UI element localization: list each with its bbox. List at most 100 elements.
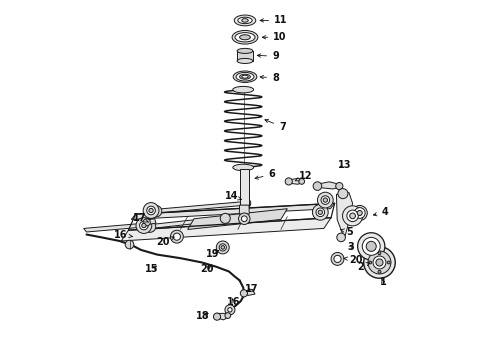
Circle shape — [285, 178, 293, 185]
Circle shape — [347, 210, 358, 222]
Polygon shape — [214, 314, 229, 320]
Circle shape — [173, 233, 180, 240]
Circle shape — [336, 183, 343, 190]
Circle shape — [225, 313, 231, 319]
Ellipse shape — [354, 208, 365, 219]
Ellipse shape — [238, 17, 252, 24]
Polygon shape — [147, 219, 156, 225]
Circle shape — [364, 247, 395, 278]
Circle shape — [318, 192, 333, 208]
Polygon shape — [131, 203, 335, 220]
Circle shape — [321, 196, 330, 204]
Circle shape — [388, 261, 390, 264]
Text: 16: 16 — [114, 230, 133, 239]
Ellipse shape — [357, 211, 362, 216]
Ellipse shape — [236, 72, 254, 81]
Circle shape — [338, 189, 348, 199]
Circle shape — [147, 206, 155, 215]
Circle shape — [318, 210, 322, 215]
Text: 18: 18 — [196, 311, 210, 321]
Circle shape — [219, 244, 226, 251]
Circle shape — [143, 219, 150, 226]
Text: 11: 11 — [260, 15, 288, 26]
Circle shape — [313, 182, 322, 190]
Text: 8: 8 — [260, 73, 279, 83]
Circle shape — [323, 198, 327, 202]
Ellipse shape — [232, 31, 258, 44]
Circle shape — [366, 241, 376, 251]
Ellipse shape — [235, 33, 255, 42]
Bar — [237, 51, 253, 61]
Circle shape — [144, 221, 156, 232]
Bar — [240, 169, 249, 205]
Ellipse shape — [240, 35, 250, 40]
Circle shape — [368, 261, 371, 264]
Circle shape — [337, 233, 345, 242]
Polygon shape — [337, 193, 353, 237]
Circle shape — [362, 237, 380, 255]
Circle shape — [316, 208, 324, 217]
Polygon shape — [84, 223, 149, 232]
Text: 5: 5 — [341, 227, 353, 237]
Ellipse shape — [242, 19, 248, 22]
Text: 20: 20 — [156, 237, 174, 247]
Text: 19: 19 — [206, 248, 220, 258]
Ellipse shape — [233, 86, 254, 93]
Circle shape — [142, 224, 146, 228]
Ellipse shape — [237, 48, 253, 53]
Circle shape — [221, 246, 224, 249]
Polygon shape — [122, 218, 331, 241]
Text: 3: 3 — [347, 242, 354, 252]
Text: 10: 10 — [262, 32, 287, 42]
Circle shape — [373, 256, 386, 269]
Text: 17: 17 — [132, 213, 149, 222]
Circle shape — [216, 241, 229, 254]
Ellipse shape — [240, 74, 250, 79]
Text: 2: 2 — [357, 262, 369, 272]
Text: 7: 7 — [265, 120, 286, 132]
Text: 20: 20 — [344, 255, 363, 265]
Circle shape — [242, 216, 247, 222]
Polygon shape — [317, 182, 340, 189]
Polygon shape — [188, 209, 287, 229]
Circle shape — [125, 240, 134, 249]
Ellipse shape — [234, 15, 256, 26]
Circle shape — [358, 233, 385, 260]
Circle shape — [143, 203, 159, 219]
Circle shape — [220, 213, 230, 224]
Text: 15: 15 — [145, 264, 158, 274]
Polygon shape — [148, 217, 226, 228]
Text: 14: 14 — [224, 191, 242, 201]
Circle shape — [136, 218, 152, 233]
Polygon shape — [239, 205, 249, 214]
Circle shape — [313, 204, 328, 220]
Text: 16: 16 — [227, 297, 240, 307]
Ellipse shape — [233, 164, 254, 171]
Circle shape — [149, 208, 153, 213]
Ellipse shape — [233, 71, 257, 82]
Text: 12: 12 — [295, 171, 312, 181]
Circle shape — [376, 259, 383, 266]
Circle shape — [241, 198, 251, 208]
Circle shape — [331, 252, 344, 265]
Circle shape — [171, 230, 183, 243]
Polygon shape — [244, 289, 255, 296]
Circle shape — [150, 206, 162, 217]
Text: 9: 9 — [257, 51, 279, 61]
Circle shape — [240, 290, 247, 297]
Text: 20: 20 — [200, 264, 214, 274]
Circle shape — [350, 213, 355, 219]
Circle shape — [228, 308, 232, 312]
Circle shape — [214, 313, 220, 320]
Circle shape — [378, 270, 381, 273]
Text: 4: 4 — [373, 207, 388, 217]
Circle shape — [334, 255, 341, 262]
Ellipse shape — [352, 206, 368, 221]
Polygon shape — [286, 178, 302, 184]
Circle shape — [225, 305, 235, 315]
Circle shape — [299, 179, 304, 184]
Circle shape — [239, 213, 250, 225]
Text: 17: 17 — [245, 284, 258, 294]
Circle shape — [140, 221, 148, 230]
Circle shape — [378, 252, 381, 255]
